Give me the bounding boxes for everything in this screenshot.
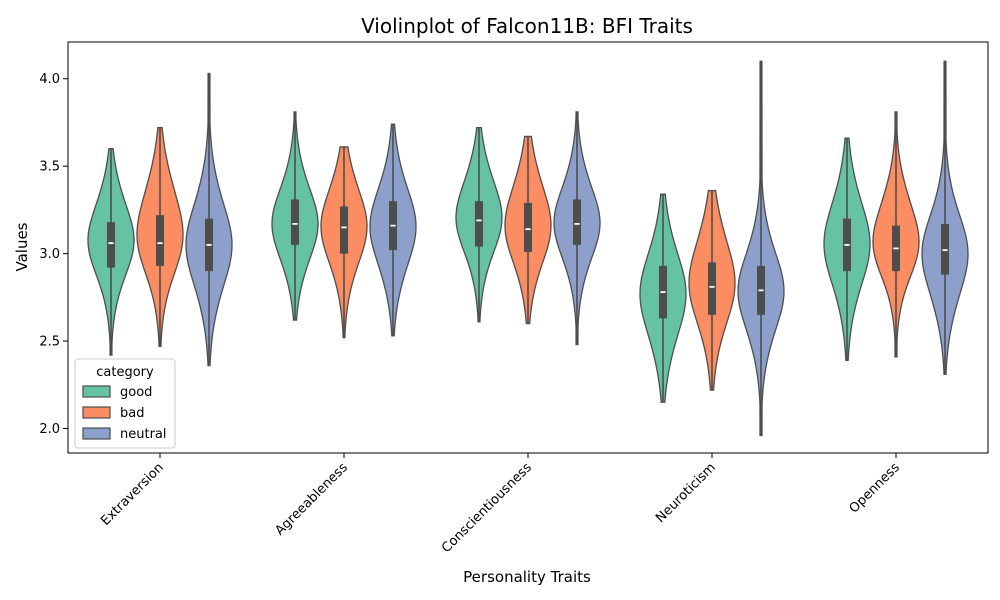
y-axis-label: Values [13, 222, 31, 271]
legend-item-good: good [82, 385, 152, 400]
violin-good-neuroticism [639, 193, 687, 403]
y-tick-label: 3.5 [39, 160, 60, 175]
y-tick-label: 3.0 [39, 247, 60, 262]
violin-iqr-box [107, 222, 115, 268]
violin-iqr-box [708, 262, 716, 315]
violin-bad-neuroticism [688, 190, 736, 391]
violin-good-openness [823, 137, 871, 361]
legend-item-neutral: neutral [82, 427, 167, 442]
chart-title: Violinplot of Falcon11B: BFI Traits [361, 14, 693, 38]
violin-neutral-agreeableness [369, 123, 417, 337]
violin-iqr-box [475, 201, 483, 247]
legend-swatch [82, 427, 111, 440]
violin-iqr-box [291, 199, 299, 245]
violin-neutral-openness [921, 60, 969, 375]
x-axis-label: Personality Traits [463, 568, 591, 586]
violin-good-extraversion [87, 148, 135, 356]
violin-good-conscientiousness [455, 127, 503, 323]
violin-good-agreeableness [271, 111, 319, 321]
violin-bad-conscientiousness [504, 135, 552, 325]
y-tick-label: 2.5 [39, 335, 60, 350]
violin-neutral-conscientiousness [553, 111, 601, 346]
violin-bad-extraversion [136, 127, 184, 347]
violin-neutral-neuroticism [737, 60, 785, 437]
y-tick-label: 4.0 [39, 72, 60, 87]
violin-iqr-box [524, 202, 532, 252]
violin-bad-agreeableness [320, 146, 368, 339]
violin-iqr-box [340, 206, 348, 254]
violin-iqr-box [573, 199, 581, 245]
plot-area [87, 60, 969, 437]
legend-label: bad [120, 406, 144, 421]
legend-swatch [82, 406, 111, 419]
legend-swatch [82, 385, 111, 398]
legend-label: good [120, 385, 152, 400]
legend-title: category [96, 365, 154, 380]
y-tick-label: 2.0 [39, 422, 60, 437]
legend: category good bad neutral [74, 358, 176, 449]
legend-box [74, 358, 176, 449]
legend-item-bad: bad [82, 406, 144, 421]
violin-iqr-box [156, 215, 164, 266]
violin-neutral-extraversion [185, 72, 233, 367]
legend-label: neutral [120, 427, 167, 442]
violin-bad-openness [872, 111, 920, 358]
